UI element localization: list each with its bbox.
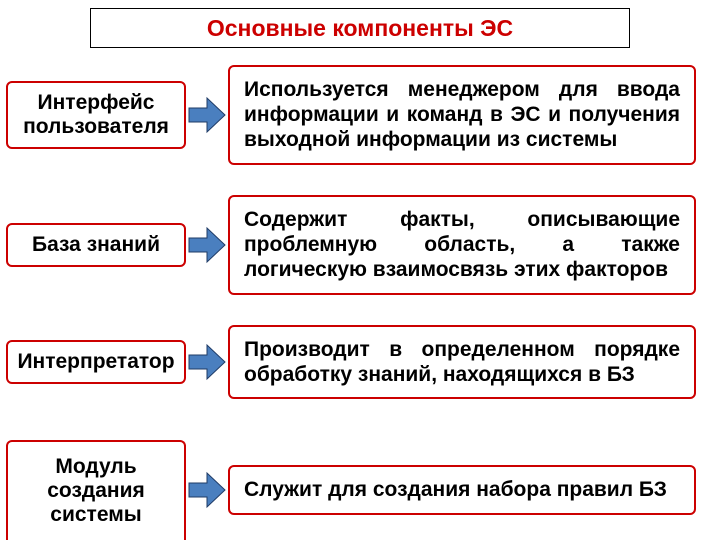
component-desc: Служит для создания набора правил БЗ <box>244 478 667 501</box>
arrow-right-icon <box>187 343 227 381</box>
component-label-box: Интерфейс пользователя <box>6 81 186 149</box>
component-label: База знаний <box>32 233 160 257</box>
component-label: Интерпретатор <box>17 350 174 374</box>
arrow-right-icon <box>187 226 227 264</box>
page-title: Основные компоненты ЭС <box>207 15 513 42</box>
component-row: Модуль создания системы Служит для созда… <box>0 440 720 540</box>
arrow-wrap <box>186 471 228 509</box>
component-desc-box: Производит в определенном порядке обрабо… <box>228 325 696 399</box>
component-row: База знаний Содержит факты, описывающие … <box>0 195 720 295</box>
component-label-box: Модуль создания системы <box>6 440 186 540</box>
component-desc-box: Служит для создания набора правил БЗ <box>228 465 696 514</box>
component-desc: Содержит факты, описывающие проблемную о… <box>244 208 680 281</box>
arrow-right-icon <box>187 96 227 134</box>
component-desc-box: Используется менеджером для ввода информ… <box>228 65 696 165</box>
arrow-wrap <box>186 226 228 264</box>
component-label-box: База знаний <box>6 223 186 267</box>
arrow-right-icon <box>187 471 227 509</box>
component-label-box: Интерпретатор <box>6 340 186 384</box>
component-row: Интерфейс пользователя Используется мене… <box>0 65 720 165</box>
component-label: Модуль создания системы <box>12 455 180 527</box>
component-desc: Используется менеджером для ввода информ… <box>244 78 680 151</box>
component-desc: Производит в определенном порядке обрабо… <box>244 338 680 386</box>
component-desc-box: Содержит факты, описывающие проблемную о… <box>228 195 696 295</box>
title-box: Основные компоненты ЭС <box>90 8 630 48</box>
component-label: Интерфейс пользователя <box>12 91 180 139</box>
arrow-wrap <box>186 343 228 381</box>
component-row: Интерпретатор Производит в определенном … <box>0 325 720 399</box>
arrow-wrap <box>186 96 228 134</box>
